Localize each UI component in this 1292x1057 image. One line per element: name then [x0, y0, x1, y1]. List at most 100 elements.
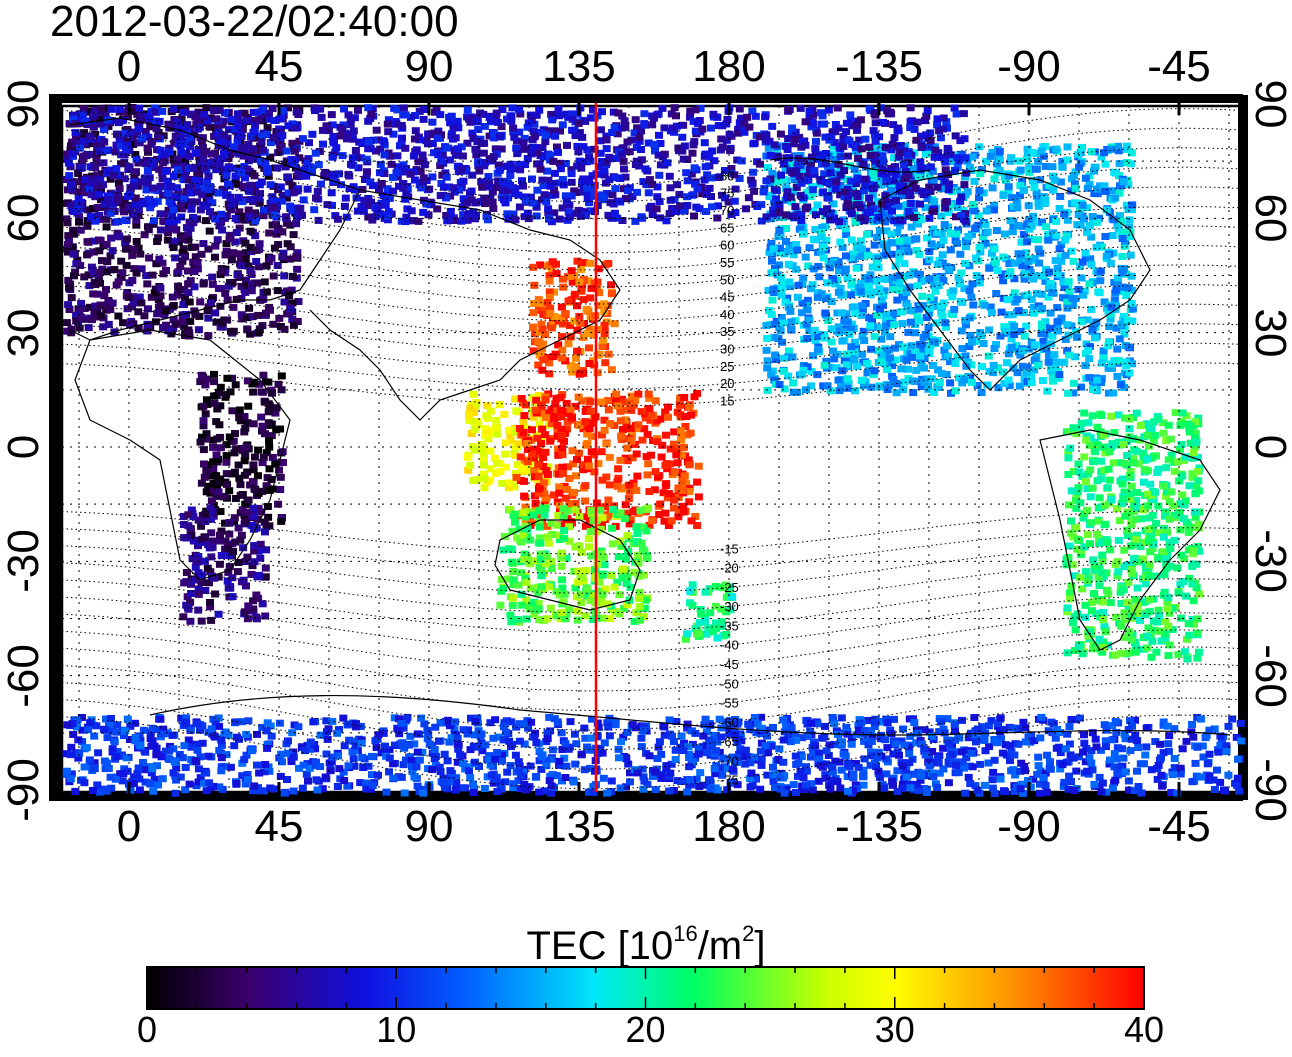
tec-cell — [1019, 347, 1027, 355]
tec-cell — [1018, 178, 1027, 186]
tec-cell — [1038, 377, 1047, 384]
tec-cell — [938, 259, 947, 267]
tec-cell — [327, 189, 336, 197]
tec-cell — [528, 601, 537, 609]
tec-cell — [600, 308, 609, 316]
tec-cell — [517, 465, 526, 473]
tec-cell — [818, 154, 827, 162]
tec-cell — [262, 288, 271, 296]
tec-cell — [637, 539, 646, 547]
tec-cell — [946, 358, 955, 366]
tec-cell — [92, 139, 101, 146]
tec-cell — [899, 343, 908, 351]
tec-cell — [822, 295, 830, 302]
tec-cell — [234, 559, 243, 566]
tec-cell — [280, 298, 289, 306]
tec-cell — [987, 249, 996, 257]
tec-cell — [529, 511, 538, 519]
tec-cell — [637, 156, 646, 164]
tec-cell — [237, 531, 246, 539]
tec-cell — [585, 543, 593, 551]
tec-cell — [997, 308, 1006, 316]
tec-cell — [594, 301, 603, 309]
tec-cell — [604, 600, 612, 608]
tec-cell — [217, 527, 226, 535]
tec-cell — [791, 135, 800, 143]
tec-cell — [622, 406, 631, 414]
tec-cell — [585, 425, 594, 433]
tec-cell — [505, 426, 514, 434]
tec-cell — [226, 193, 235, 201]
tec-cell — [570, 187, 579, 195]
tec-cell — [261, 430, 269, 438]
tec-cell — [533, 149, 542, 157]
tec-cell — [178, 205, 187, 213]
tec-cell — [159, 191, 167, 199]
tec-cell — [286, 305, 295, 313]
tec-cell — [835, 387, 844, 395]
tec-cell — [559, 275, 567, 283]
tec-cell — [613, 482, 622, 490]
tec-cell — [593, 112, 602, 120]
tec-cell — [1077, 383, 1085, 391]
tec-cell — [863, 251, 872, 259]
tec-cell — [587, 507, 596, 515]
tec-cell — [251, 121, 260, 129]
tec-cell — [289, 231, 298, 239]
tec-cell — [363, 202, 372, 210]
tec-cell — [912, 366, 921, 374]
tec-cell — [981, 220, 990, 228]
tec-cell — [119, 319, 128, 327]
tec-cell — [911, 329, 920, 337]
tec-cell — [89, 237, 98, 245]
tec-cell — [130, 178, 139, 186]
tec-cell — [937, 302, 946, 310]
tec-cell — [643, 471, 652, 479]
tec-cell — [834, 376, 843, 384]
tec-cell — [1100, 182, 1109, 190]
tec-cell — [623, 138, 632, 146]
tec-cell — [1007, 335, 1016, 343]
tec-cell — [573, 257, 582, 265]
tec-cell — [926, 187, 935, 195]
tec-cell — [78, 111, 87, 119]
tec-cell — [238, 182, 247, 190]
tec-cell — [159, 324, 168, 331]
tec-cell — [482, 412, 491, 420]
tec-cell — [585, 199, 593, 207]
tec-cell — [536, 556, 545, 564]
tec-cell — [204, 191, 213, 199]
tec-cell — [627, 392, 636, 400]
tec-cell — [305, 139, 313, 147]
tec-cell — [282, 194, 291, 202]
tec-cell — [537, 301, 546, 309]
tec-cell — [805, 107, 814, 115]
tec-cell — [107, 234, 116, 242]
tec-cell — [66, 280, 74, 288]
tec-cell — [232, 229, 241, 237]
tec-cell — [196, 378, 205, 386]
tec-cell — [956, 137, 965, 145]
tec-cell — [199, 240, 208, 248]
tec-cell — [69, 115, 78, 123]
tec-cell — [1008, 228, 1017, 236]
tec-cell — [830, 139, 839, 147]
tec-cell — [209, 465, 218, 473]
tec-cell — [890, 344, 899, 352]
tec-cell — [272, 404, 281, 412]
tec-cell — [962, 321, 970, 329]
tec-cell — [74, 206, 83, 214]
tec-cell — [244, 402, 253, 410]
tec-cell — [469, 408, 478, 416]
tec-cell — [856, 116, 865, 124]
tec-cell — [1123, 316, 1132, 324]
tec-cell — [1028, 149, 1037, 156]
tec-cell — [942, 323, 950, 331]
tec-cell — [595, 578, 604, 586]
tec-cell — [550, 313, 559, 320]
tec-cell — [623, 444, 632, 452]
tec-cell — [278, 448, 287, 456]
tec-cell — [67, 142, 75, 150]
tec-cell — [214, 488, 223, 496]
tec-cell — [806, 192, 815, 200]
